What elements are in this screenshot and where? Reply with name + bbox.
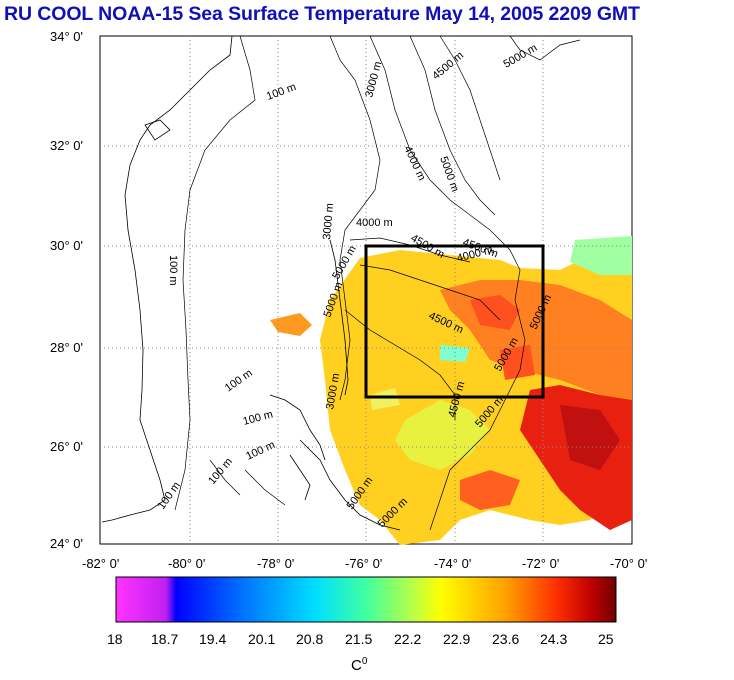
lon-label: -82° 0' (82, 556, 120, 571)
graticule (100, 36, 632, 544)
colorbar-unit: C0 (351, 656, 367, 674)
lon-label: -76° 0' (345, 556, 383, 571)
lat-label: 32° 0' (50, 138, 83, 153)
colorbar-tick: 19.4 (199, 631, 227, 647)
colorbar-tick: 23.6 (492, 631, 520, 647)
colorbar-tick: 22.2 (394, 631, 422, 647)
colorbar (115, 576, 617, 623)
lat-label: 30° 0' (50, 238, 83, 253)
colorbar-tick: 20.8 (296, 631, 324, 647)
contour-label: 3000 m (321, 203, 336, 241)
lon-label: -78° 0' (257, 556, 295, 571)
lat-label: 26° 0' (50, 439, 83, 454)
colorbar-tick: 20.1 (248, 631, 276, 647)
map-plot-area: 100 m 100 m 100 m 100 m 100 m 100 m 100 … (99, 35, 633, 545)
lat-label: 24° 0' (50, 536, 83, 551)
colorbar-tick: 18.7 (151, 631, 179, 647)
lon-label: -72° 0' (522, 556, 560, 571)
map-title: RU COOL NOAA-15 Sea Surface Temperature … (4, 3, 640, 25)
colorbar-unit-superscript: 0 (361, 656, 368, 667)
colorbar-tick: 22.9 (443, 631, 471, 647)
contour-label: 100 m (167, 255, 179, 286)
lat-label: 34° 0' (50, 29, 83, 44)
colorbar-tick: 25 (598, 631, 614, 647)
lon-label: -70° 0' (610, 556, 648, 571)
lon-label: -74° 0' (434, 556, 472, 571)
contour-label: 4000 m (356, 217, 393, 229)
colorbar-tick: 18 (107, 631, 123, 647)
colorbar-tick: 21.5 (345, 631, 373, 647)
sst-swath (270, 236, 632, 545)
lat-label: 28° 0' (50, 340, 83, 355)
lon-label: -80° 0' (168, 556, 206, 571)
colorbar-unit-base: C (351, 657, 362, 674)
study-region-box (364, 244, 545, 399)
coastline (101, 35, 401, 531)
colorbar-tick: 24.3 (540, 631, 568, 647)
